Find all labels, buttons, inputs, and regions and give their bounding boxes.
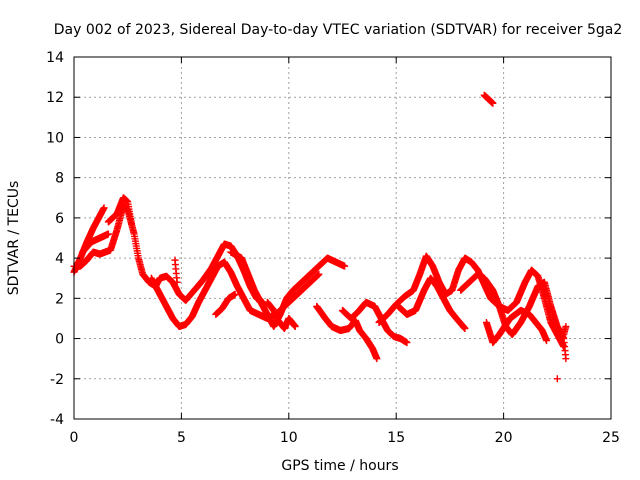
- data-point: [461, 325, 469, 332]
- x-tick-label: 5: [177, 430, 186, 446]
- grid-lines: [74, 57, 611, 419]
- plot-frame: [73, 56, 612, 420]
- y-tick-label: 14: [46, 50, 64, 66]
- data-point: [562, 322, 570, 330]
- data-point: [341, 262, 349, 270]
- data-point: [489, 99, 497, 107]
- series-sdtvar: [70, 91, 570, 383]
- data-point: [403, 339, 411, 347]
- data-point: [562, 355, 570, 363]
- x-tick-label: 10: [280, 430, 298, 446]
- y-tick-label: -4: [50, 412, 64, 428]
- x-tick-label: 25: [602, 430, 620, 446]
- data-point: [315, 270, 323, 278]
- x-tick-label: 15: [387, 430, 405, 446]
- y-tick-label: -2: [50, 372, 64, 388]
- y-tick-label: 12: [46, 90, 64, 106]
- data-point: [100, 204, 108, 212]
- x-axis-label: GPS time / hours: [281, 458, 398, 474]
- y-tick-label: 6: [55, 211, 64, 227]
- data-point: [553, 375, 561, 383]
- y-tick-label: 0: [55, 332, 64, 348]
- data-point: [104, 230, 112, 238]
- data-point: [373, 355, 381, 363]
- x-tick-label: 0: [70, 430, 79, 446]
- data-points: [70, 91, 570, 383]
- y-tick-label: 4: [55, 251, 64, 267]
- y-tick-label: 8: [55, 171, 64, 187]
- data-point: [173, 278, 181, 286]
- y-axis-label: SDTVAR / TECUs: [6, 181, 22, 296]
- data-point: [291, 322, 299, 330]
- y-tick-label: 10: [46, 130, 64, 146]
- axis-ticks: 0 5 10 15 20 25 -4 -2 0 2 4 6 8 10 12 14: [46, 50, 620, 446]
- data-point: [128, 222, 136, 230]
- chart-title: Day 002 of 2023, Sidereal Day-to-day VTE…: [54, 22, 623, 38]
- y-tick-label: 2: [55, 291, 64, 307]
- data-point: [543, 337, 551, 345]
- data-point: [231, 290, 239, 298]
- x-tick-label: 20: [495, 430, 513, 446]
